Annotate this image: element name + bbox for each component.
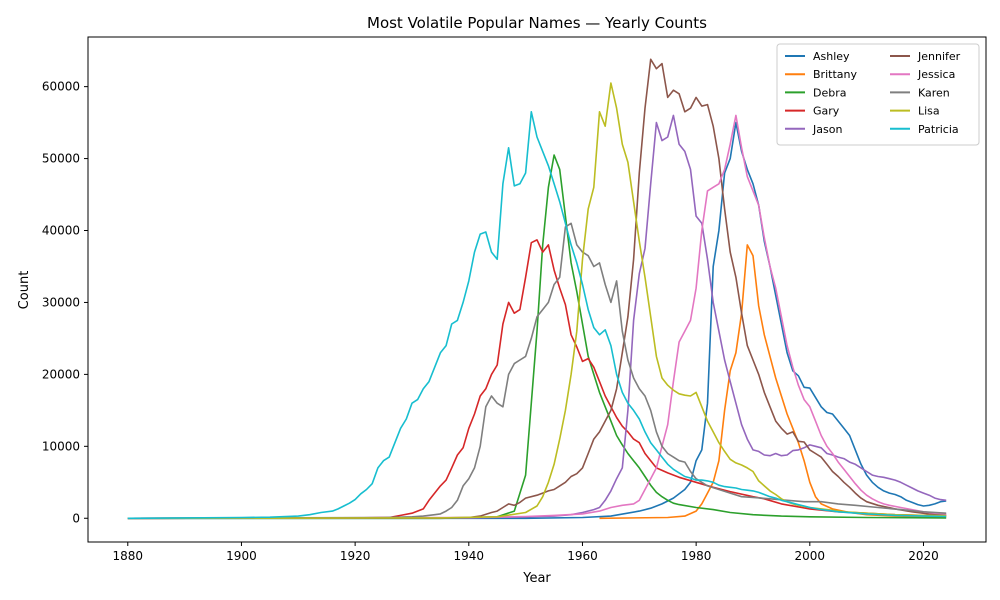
y-tick-label: 20000 [42,367,80,381]
legend-label: Jason [812,123,842,136]
series-line-debra [127,154,947,520]
legend-item-jason: Jason [785,123,842,136]
legend-item-jennifer: Jennifer [890,50,961,63]
legend-box [776,43,980,146]
legend-label: Jennifer [917,50,961,63]
legend-item-gary: Gary [785,105,840,118]
series-line-brittany [599,244,947,520]
legend-label: Patricia [918,123,959,136]
legend-item-brittany: Brittany [785,68,857,81]
x-axis-label: Year [522,571,551,586]
x-axis: 1880 1900 1920 1940 1960 1980 2000 2020 [113,542,939,563]
x-tick-label: 1920 [340,549,371,563]
x-tick-label: 1900 [226,549,257,563]
legend-label: Gary [813,105,840,118]
x-tick-label: 1980 [681,549,712,563]
legend-item-jessica: Jessica [890,68,955,81]
legend-item-patricia: Patricia [890,123,959,136]
x-tick-label: 1960 [567,549,598,563]
y-axis: 0 10000 20000 30000 40000 50000 60000 [42,80,88,525]
legend-label: Ashley [813,50,850,63]
plot-frame [87,36,987,543]
y-tick-label: 30000 [42,295,80,309]
y-tick-label: 10000 [42,439,80,453]
legend: Ashley Brittany Debra Gary Jason Jennifer Jess… [776,43,980,146]
legend-item-ashley: Ashley [785,50,850,63]
plot-area [127,58,947,520]
y-tick-label: 50000 [42,152,80,166]
x-tick-label: 1880 [113,549,144,563]
legend-item-lisa: Lisa [890,105,940,118]
legend-item-karen: Karen [890,86,950,99]
series-line-ashley [127,121,947,520]
legend-item-debra: Debra [785,86,846,99]
series-line-karen [127,222,947,520]
legend-label: Debra [813,86,846,99]
y-tick-label: 60000 [42,80,80,94]
x-tick-label: 2020 [908,549,939,563]
x-tick-label: 1940 [454,549,485,563]
series-line-jason [127,114,947,520]
chart-title: Most Volatile Popular Names — Yearly Cou… [367,14,707,32]
x-tick-label: 2000 [795,549,826,563]
legend-label: Karen [918,86,950,99]
y-tick-label: 0 [72,511,80,525]
series-line-patricia [127,111,947,520]
legend-label: Brittany [813,68,857,81]
legend-label: Jessica [917,68,955,81]
y-axis-label: Count [17,271,32,310]
y-tick-label: 40000 [42,224,80,238]
legend-label: Lisa [918,105,940,118]
series-line-jessica [127,114,947,520]
